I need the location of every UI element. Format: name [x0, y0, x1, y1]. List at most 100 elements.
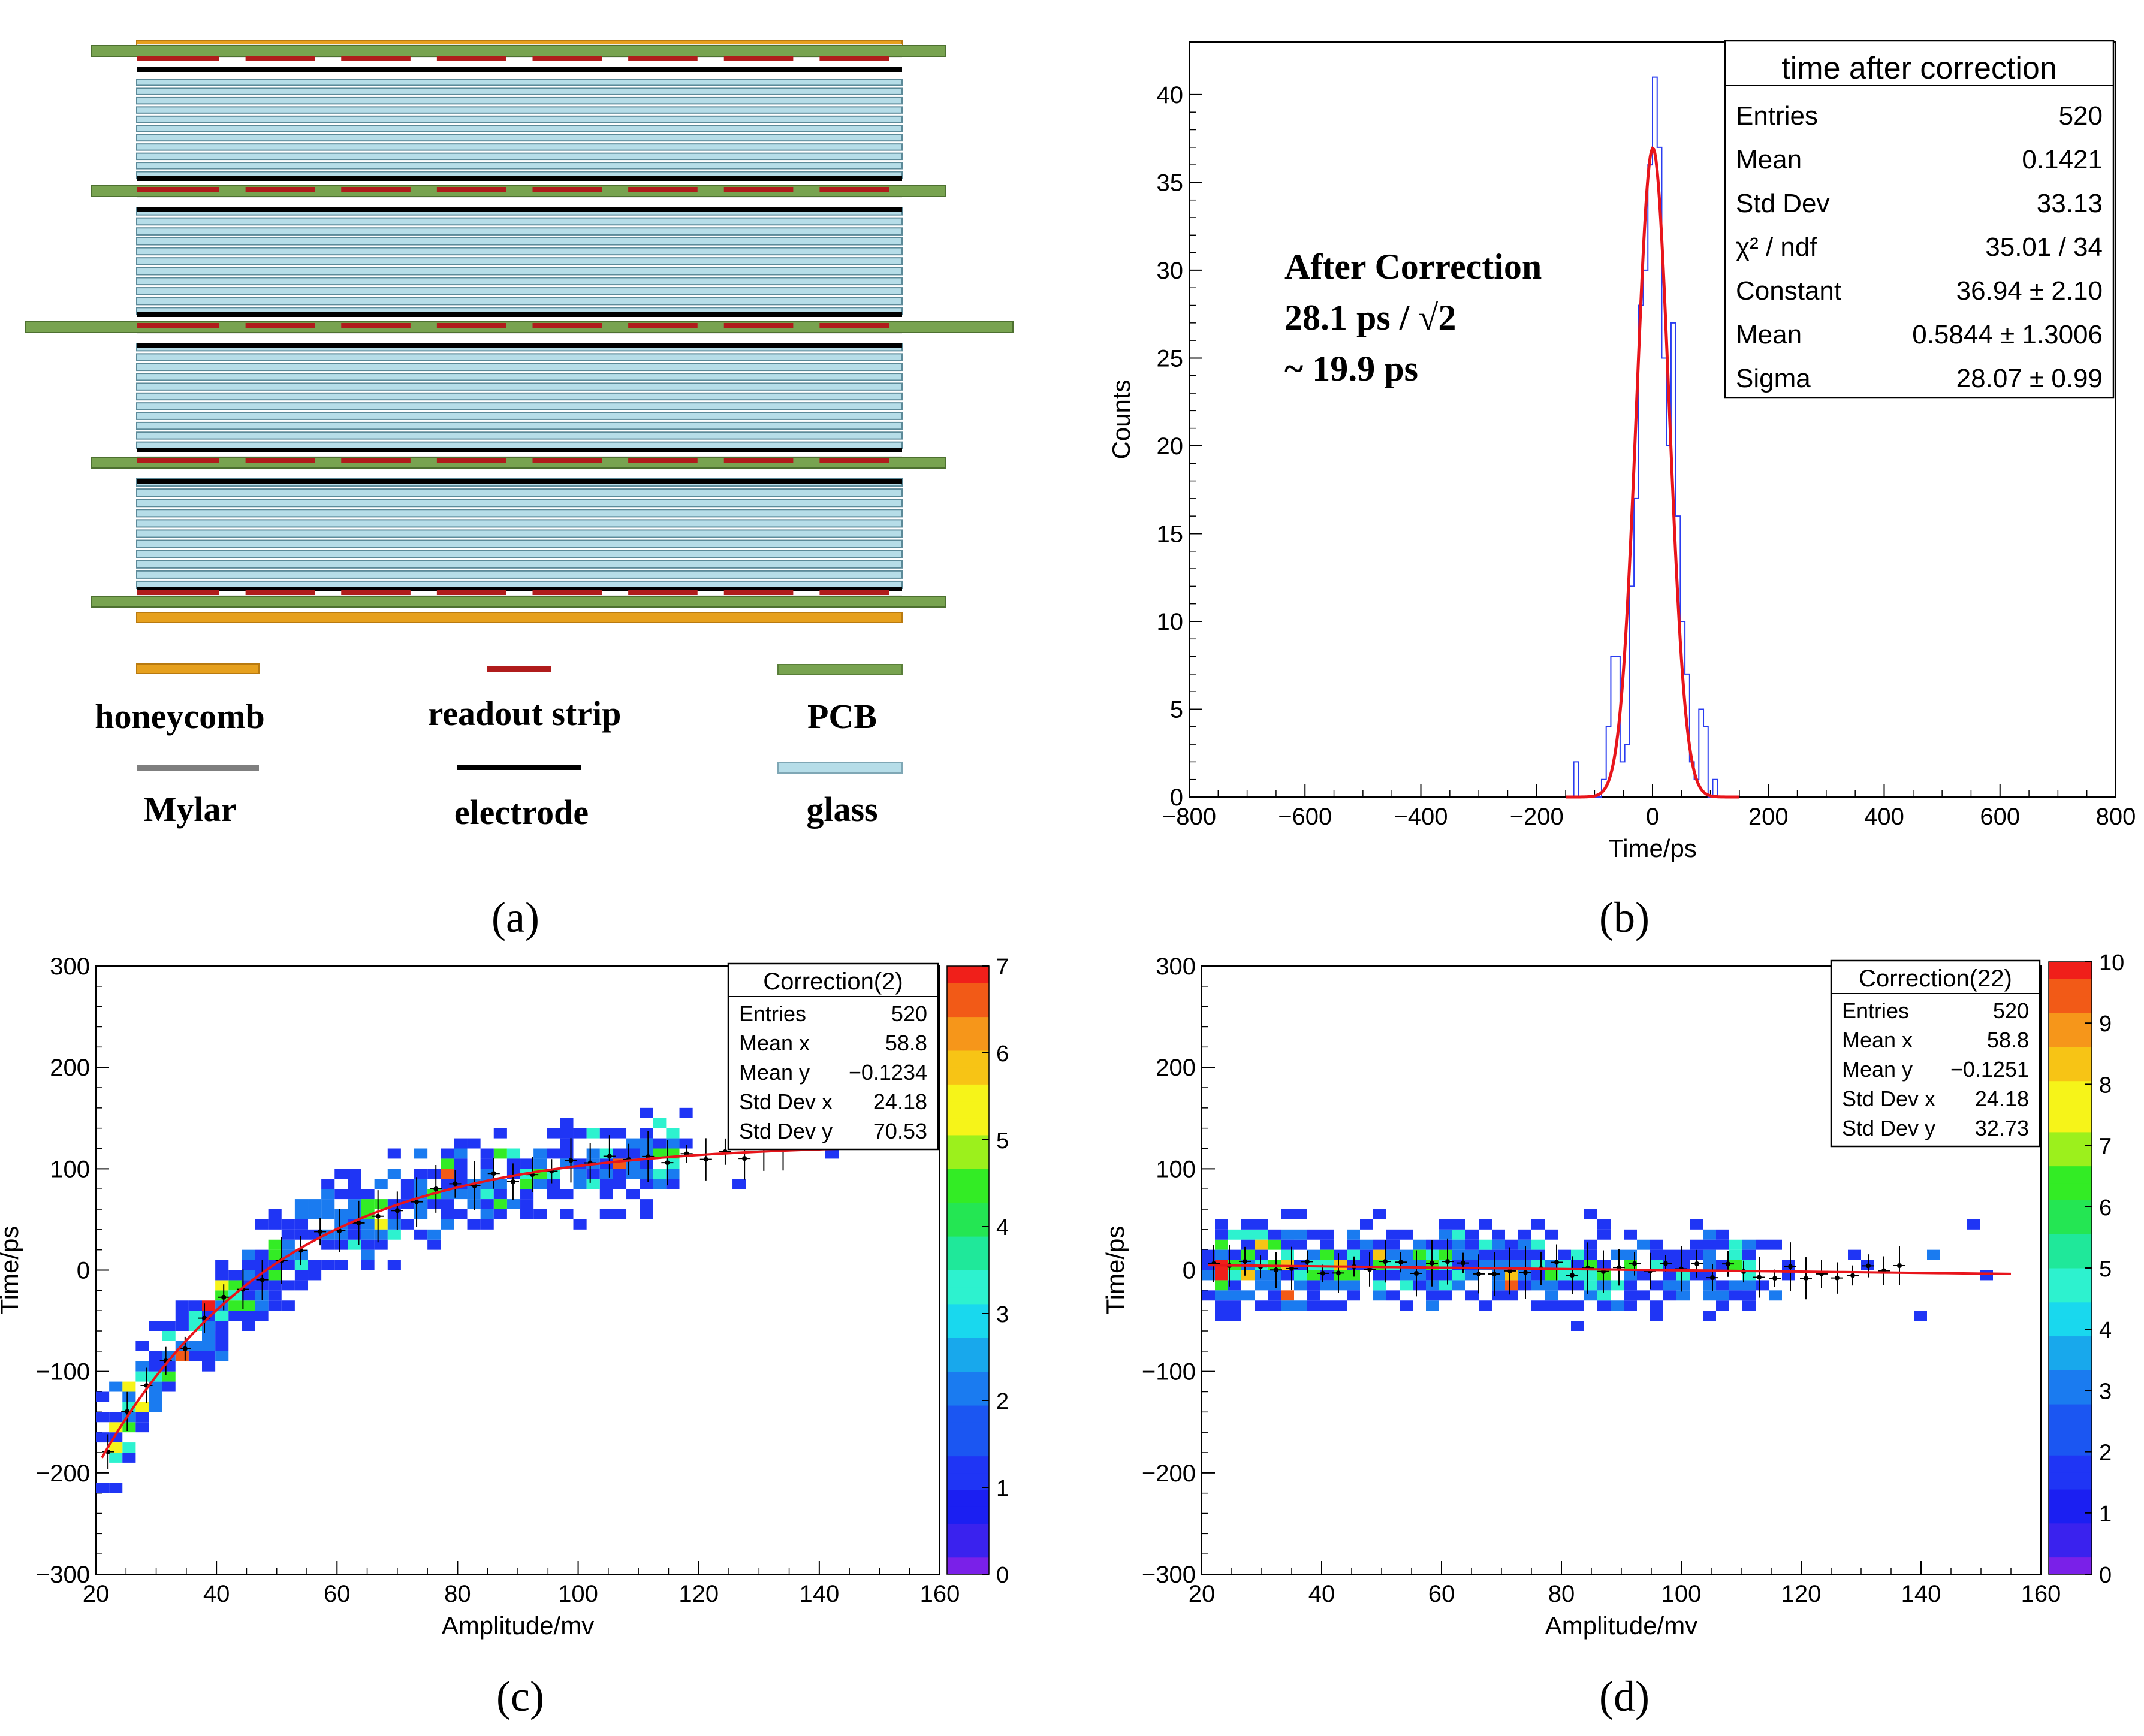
heatmap-cell — [1294, 1239, 1307, 1250]
colorbar-segment — [2049, 1268, 2092, 1285]
heatmap-cell — [1452, 1219, 1465, 1230]
heatmap-cell — [215, 1260, 229, 1270]
heatmap-cell — [1571, 1300, 1584, 1311]
heatmap-cell — [1531, 1219, 1545, 1230]
heatmap-cell — [1334, 1260, 1347, 1270]
heatmap-cell — [427, 1239, 441, 1250]
heatmap-cell — [441, 1169, 454, 1179]
heatmap-cell — [1347, 1249, 1360, 1260]
readout-strip — [819, 187, 889, 192]
colorbar-tick-label: 1 — [2099, 1502, 2112, 1527]
heatmap-cell — [255, 1260, 269, 1270]
heatmap-cell — [1255, 1249, 1268, 1260]
heatmap-cell — [1320, 1300, 1334, 1311]
heatmap-cell — [109, 1381, 123, 1392]
x-tick-label: 800 — [2096, 804, 2136, 830]
heatmap-cell — [467, 1189, 481, 1200]
heatmap-cell — [1558, 1249, 1571, 1260]
heatmap-cell — [1228, 1270, 1241, 1281]
colorbar-tick-label: 7 — [2099, 1134, 2112, 1160]
heatmap-cell — [560, 1138, 574, 1149]
heatmap-cell — [1413, 1280, 1426, 1291]
heatmap-cell — [374, 1219, 388, 1230]
glass-plate — [136, 353, 903, 361]
glass-plate — [136, 143, 903, 151]
profile-point — [221, 1294, 227, 1300]
stats-value: −0.1251 — [1950, 1057, 2029, 1082]
colorbar-segment — [947, 1456, 989, 1474]
heatmap-cell — [1703, 1239, 1716, 1250]
readout-strip — [137, 323, 219, 328]
colorbar-segment — [2049, 1285, 2092, 1303]
y-tick-label: 300 — [50, 953, 90, 980]
readout-strip — [819, 590, 889, 595]
profile-point — [433, 1186, 439, 1191]
readout-strip — [436, 187, 506, 192]
heatmap-cell — [294, 1219, 309, 1230]
heatmap-cell — [560, 1209, 574, 1219]
heatmap-cell — [294, 1209, 309, 1219]
stats-key: Sigma — [1736, 364, 1811, 393]
colorbar-segment — [947, 1152, 989, 1169]
heatmap-cell — [149, 1381, 162, 1392]
legend-glass: glass — [777, 762, 903, 829]
x-tick-label: 60 — [1428, 1581, 1455, 1607]
heatmap-cell — [1545, 1229, 1558, 1240]
colorbar-segment — [2049, 1523, 2092, 1541]
colorbar-tick-label: 3 — [996, 1302, 1009, 1327]
colorbar-segment — [947, 1506, 989, 1524]
profile-point — [1523, 1270, 1528, 1275]
heatmap-cell — [1716, 1229, 1729, 1240]
colorbar-segment — [2049, 1013, 2092, 1031]
heatmap-cell — [215, 1270, 229, 1281]
heatmap-cell — [242, 1249, 255, 1260]
y-axis-title: Time/ps — [0, 1226, 23, 1315]
heatmap-cell — [1241, 1270, 1255, 1281]
heatmap-cell — [441, 1148, 454, 1159]
heatmap-cell — [1505, 1290, 1518, 1301]
profile-point — [1320, 1270, 1325, 1276]
heatmap-cell — [1307, 1229, 1320, 1240]
colorbar-segment — [947, 1523, 989, 1541]
heatmap-cell — [255, 1300, 269, 1311]
colorbar-segment — [2049, 1200, 2092, 1218]
heatmap-cell — [467, 1199, 481, 1209]
heatmap-cell — [640, 1158, 653, 1169]
heatmap-cell — [202, 1351, 216, 1361]
heatmap-cell — [215, 1321, 229, 1331]
colorbar-segment — [2049, 962, 2092, 979]
readout-strip — [723, 187, 794, 192]
heatmap-cell — [1294, 1270, 1307, 1281]
readout-strip — [532, 323, 602, 328]
readout-strip — [532, 187, 602, 192]
heatmap-cell — [613, 1128, 627, 1139]
x-tick-label: 160 — [2021, 1581, 2061, 1607]
colorbar-segment — [947, 1270, 989, 1288]
panel-b-caption: (b) — [1599, 893, 1650, 941]
heatmap-cell — [1676, 1270, 1690, 1281]
heatmap-cell — [1373, 1239, 1386, 1250]
glass-plate — [136, 257, 903, 265]
heatmap-cell — [1703, 1290, 1716, 1301]
heatmap-cell — [1584, 1290, 1597, 1301]
heatmap-cell — [1650, 1249, 1663, 1260]
heatmap-cell — [109, 1442, 123, 1453]
heatmap-cell — [1716, 1280, 1729, 1291]
heatmap-cell — [1650, 1239, 1663, 1250]
heatmap-cell — [348, 1209, 361, 1219]
pcb-swatch — [777, 664, 903, 675]
readout-strip — [819, 323, 889, 328]
glass-plate — [136, 560, 903, 569]
heatmap-cell — [1558, 1270, 1571, 1281]
profile-point — [182, 1346, 188, 1351]
heatmap-cell — [175, 1321, 189, 1331]
profile-point — [1398, 1260, 1403, 1265]
heatmap-cell — [427, 1199, 441, 1209]
readout-strip — [245, 187, 315, 192]
heatmap-cell — [188, 1341, 203, 1351]
heatmap-cell — [122, 1442, 136, 1453]
heatmap-cell — [1439, 1219, 1452, 1230]
stats-value: 28.07 ± 0.99 — [1956, 364, 2103, 393]
heatmap-cell — [1268, 1229, 1281, 1240]
heatmap-cell — [215, 1290, 229, 1301]
